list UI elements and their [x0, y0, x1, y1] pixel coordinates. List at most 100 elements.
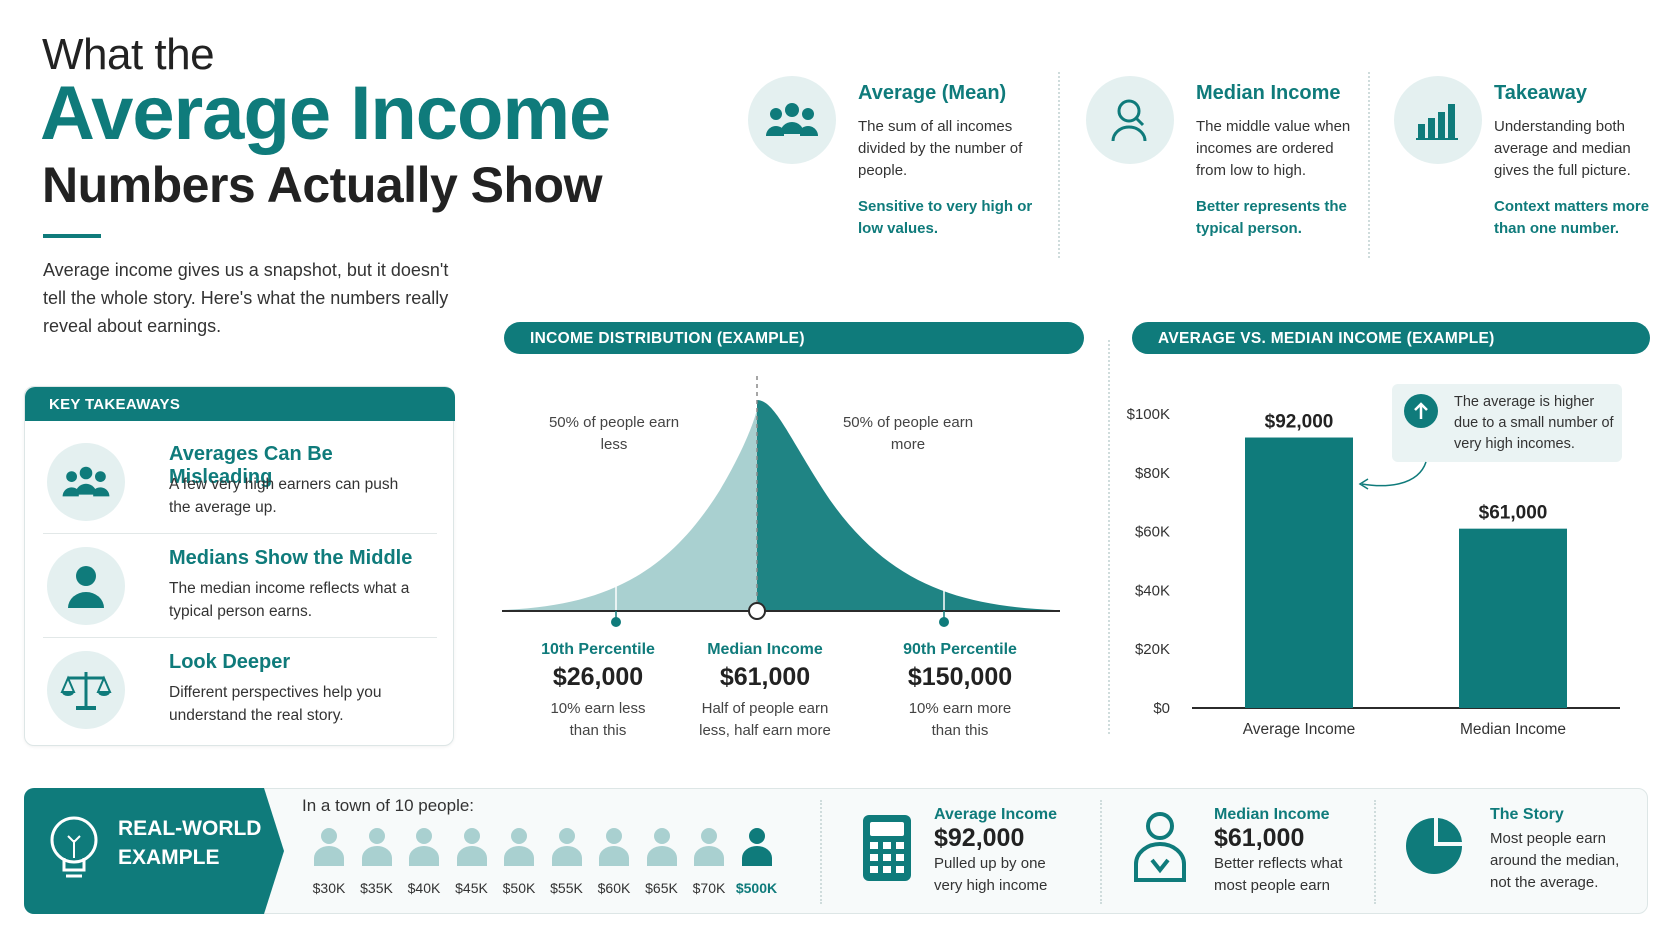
- percentile-value: $150,000: [907, 663, 1013, 691]
- percentile-10: 10th Percentile $26,000 10% earn less th…: [503, 641, 693, 742]
- bar: [1459, 528, 1567, 708]
- takeaway-item: Look Deeper Different perspectives help …: [43, 641, 435, 745]
- rw-median-desc: Better reflects what most people earn: [1214, 855, 1343, 894]
- person-icon: [645, 826, 679, 871]
- rw-average: Average Income $92,000 Pulled up by one …: [934, 806, 1074, 897]
- people-group-icon: [748, 76, 836, 164]
- definition-takeaway: Takeaway Understanding both average and …: [1394, 76, 1664, 256]
- rw-median-value: $61,000: [1214, 824, 1305, 852]
- distribution-curve: [502, 376, 1060, 627]
- y-tick-label: $60K: [1135, 524, 1170, 541]
- person-icon: [740, 826, 774, 871]
- person-income-label: $45K: [455, 880, 488, 896]
- key-takeaways-panel: KEY TAKEAWAYS Averages Can Be Misleading…: [24, 386, 455, 746]
- takeaway-body: A few very high earners can push the ave…: [169, 476, 399, 516]
- percentile-title: 90th Percentile: [903, 641, 1017, 658]
- takeaway-body: The median income reflects what a typica…: [169, 580, 410, 620]
- takeaway-body: Different perspectives help you understa…: [169, 684, 382, 724]
- rw-average-desc: Pulled up by one very high income: [934, 855, 1048, 894]
- divider: [1100, 800, 1102, 904]
- bar-chart: $0 $20K $40K $60K $80K $100K $92,000 Average In…: [1127, 406, 1620, 738]
- title-underline: [43, 234, 101, 238]
- annotation-text: The average is higher due to a small num…: [1454, 394, 1614, 452]
- rw-story-desc: Most people earn around the median, not …: [1490, 830, 1620, 891]
- y-tick-label: $80K: [1135, 465, 1170, 482]
- page-title-line1: What the: [42, 30, 215, 79]
- y-tick-label: $100K: [1127, 406, 1170, 423]
- real-world-panel: [24, 788, 1648, 914]
- person-income-label: $55K: [550, 880, 583, 896]
- divider: [43, 533, 437, 534]
- rw-median: Median Income $61,000 Better reflects wh…: [1214, 806, 1364, 897]
- person-icon: [692, 826, 726, 871]
- people-group-icon: [47, 443, 125, 521]
- person-icon: [597, 826, 631, 871]
- percentile-90: 90th Percentile $150,000 10% earn more t…: [865, 641, 1055, 742]
- intro-text: Average income gives us a snapshot, but …: [43, 260, 449, 336]
- definition-note: Better represents the typical person.: [1196, 198, 1347, 237]
- rw-average-title: Average Income: [934, 806, 1058, 823]
- real-world-badge: [24, 788, 284, 914]
- bar-data-label: $92,000: [1265, 412, 1334, 433]
- person-icon: [407, 826, 441, 871]
- distribution-heading: INCOME DISTRIBUTION (EXAMPLE): [504, 322, 1084, 354]
- percentile-median: Median Income $61,000 Half of people ear…: [670, 641, 860, 742]
- bar-chart-heading: AVERAGE VS. MEDIAN INCOME (EXAMPLE): [1132, 322, 1650, 354]
- percentile-value: $61,000: [719, 663, 811, 691]
- divider: [820, 800, 822, 904]
- definition-note: Context matters more than one number.: [1494, 198, 1650, 237]
- person-icon: [312, 826, 346, 871]
- right-half-label: 50% of people earn more: [842, 414, 974, 453]
- town-label: In a town of 10 people:: [302, 796, 475, 815]
- rw-average-value: $92,000: [934, 824, 1025, 852]
- page-title-line3: Numbers Actually Show: [42, 157, 602, 213]
- page-title-highlight: Average Income: [40, 71, 611, 156]
- person-income-label: $35K: [360, 880, 393, 896]
- divider: [1374, 800, 1376, 904]
- real-world-title: REAL-WORLD EXAMPLE: [118, 814, 261, 872]
- definition-body: The middle value when incomes are ordere…: [1196, 118, 1351, 179]
- curve-left-half: [502, 400, 759, 610]
- x-tick-label: Average Income: [1243, 721, 1356, 738]
- person-icon: [455, 826, 489, 871]
- arrow-up-icon: [1404, 394, 1438, 428]
- definition-title: Takeaway: [1494, 82, 1588, 104]
- percentile-desc: Half of people earn less, half earn more: [699, 700, 831, 739]
- person-search-icon: [1086, 76, 1174, 164]
- divider: [1368, 72, 1370, 258]
- person-income-label: $50K: [502, 880, 536, 896]
- takeaway-title: Averages Can Be Misleading: [169, 443, 333, 488]
- person-income-label: $500K: [735, 880, 778, 896]
- left-half-label: 50% of people earn less: [548, 414, 680, 453]
- person-icon: [360, 826, 394, 871]
- definition-note: Sensitive to very high or low values.: [858, 198, 1033, 237]
- p90-marker: [939, 617, 949, 627]
- bar: [1245, 437, 1353, 708]
- rw-story: The Story Most people earn around the me…: [1490, 806, 1640, 894]
- percentile-title: 10th Percentile: [541, 641, 655, 658]
- real-world-title-line1: REAL-WORLD: [118, 817, 262, 840]
- person-icon: [550, 826, 584, 871]
- takeaway-title: Look Deeper: [169, 651, 291, 673]
- definition-title: Average (Mean): [858, 82, 1007, 104]
- y-tick-label: $20K: [1135, 641, 1170, 658]
- divider: [1108, 340, 1110, 734]
- x-tick-label: Median Income: [1460, 721, 1566, 738]
- person-income-label: $65K: [645, 880, 678, 896]
- y-tick-label: $0: [1153, 700, 1170, 717]
- pie-chart-icon: [1404, 816, 1464, 881]
- definition-body: The sum of all incomes divided by the nu…: [858, 118, 1023, 179]
- takeaway-item: Medians Show the Middle The median incom…: [43, 537, 435, 641]
- median-marker: [748, 602, 766, 620]
- definition-body: Understanding both average and median gi…: [1494, 118, 1631, 179]
- person-icon: [47, 547, 125, 625]
- divider: [43, 637, 437, 638]
- key-takeaways-heading: KEY TAKEAWAYS: [25, 387, 455, 421]
- bar-chart-icon: [1394, 76, 1482, 164]
- person-income-label: $30K: [312, 880, 346, 896]
- rw-story-title: The Story: [1490, 806, 1564, 823]
- annotation-arrow: [1358, 461, 1427, 490]
- lightbulb-icon: [50, 816, 98, 878]
- definition-title: Median Income: [1196, 82, 1341, 104]
- person-income-label: $60K: [597, 880, 631, 896]
